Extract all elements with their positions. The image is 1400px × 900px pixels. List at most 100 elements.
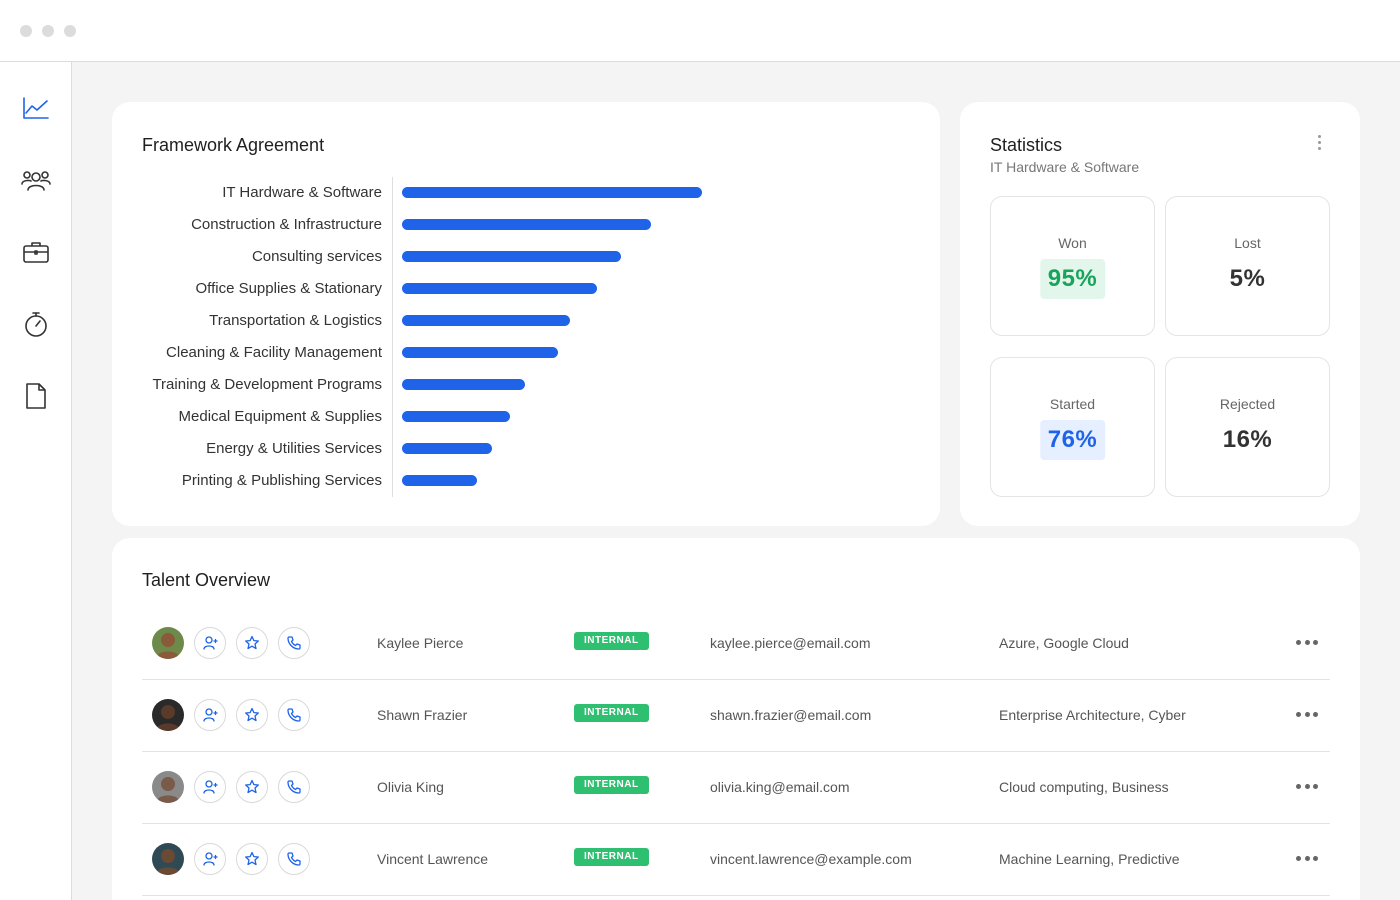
talent-skills: Enterprise Architecture, Cyber [999, 707, 1186, 723]
stat-box-started: Started 76% [990, 357, 1155, 497]
phone-icon [286, 635, 302, 651]
framework-agreement-card: Framework Agreement IT Hardware & Softwa… [112, 102, 940, 526]
bar-label: Training & Development Programs [152, 376, 382, 393]
talent-email[interactable]: olivia.king@email.com [710, 779, 850, 795]
status-badge: INTERNAL [574, 704, 649, 722]
phone-icon [286, 851, 302, 867]
phone-icon [286, 707, 302, 723]
stat-box-won: Won 95% [990, 196, 1155, 336]
stat-label: Rejected [1219, 396, 1276, 412]
stat-box-rejected: Rejected 16% [1165, 357, 1330, 497]
star-button[interactable] [236, 699, 268, 731]
star-icon [244, 635, 260, 651]
bar-label: IT Hardware & Software [222, 184, 382, 201]
talent-email[interactable]: kaylee.pierce@email.com [710, 635, 871, 651]
bar[interactable] [402, 315, 570, 326]
talent-overview-card: Talent Overview Kaylee Pierce INTERNAL kay… [112, 538, 1360, 900]
window-dot-maximize[interactable] [64, 25, 76, 37]
document-icon[interactable] [20, 380, 52, 412]
bar[interactable] [402, 219, 651, 230]
bar-label: Printing & Publishing Services [181, 472, 382, 489]
window-titlebar [0, 0, 1400, 62]
phone-button[interactable] [278, 771, 310, 803]
user-add-icon [202, 635, 218, 651]
talent-email[interactable]: shawn.frazier@email.com [710, 707, 872, 723]
phone-button[interactable] [278, 627, 310, 659]
bar-label: Construction & Infrastructure [191, 216, 382, 233]
talent-name[interactable]: Kaylee Pierce [377, 635, 464, 651]
talent-email[interactable]: vincent.lawrence@example.com [710, 851, 912, 867]
stat-value: 95% [1039, 259, 1106, 299]
user-add-icon [202, 779, 218, 795]
window-dot-minimize[interactable] [42, 25, 54, 37]
star-button[interactable] [236, 771, 268, 803]
table-row[interactable]: Olivia King INTERNAL olivia.king@email.com… [142, 752, 1330, 824]
stat-value: 16% [1222, 426, 1273, 453]
bar[interactable] [402, 379, 525, 390]
avatar[interactable] [152, 843, 184, 875]
briefcase-icon[interactable] [20, 236, 52, 268]
user-add-button[interactable] [194, 627, 226, 659]
statistics-menu-icon[interactable] [1316, 135, 1322, 153]
chart-axis-line [392, 177, 393, 497]
bar[interactable] [402, 475, 477, 486]
window-dot-close[interactable] [20, 25, 32, 37]
avatar[interactable] [152, 699, 184, 731]
avatar[interactable] [152, 627, 184, 659]
table-row[interactable]: Shawn Frazier INTERNAL shawn.frazier@email… [142, 680, 1330, 752]
talent-skills: Machine Learning, Predictive [999, 851, 1180, 867]
more-options-icon[interactable] [1296, 638, 1318, 646]
bar[interactable] [402, 187, 702, 198]
more-options-icon[interactable] [1296, 710, 1318, 718]
avatar[interactable] [152, 771, 184, 803]
statistics-subtitle: IT Hardware & Software [990, 159, 1140, 175]
bar[interactable] [402, 283, 597, 294]
star-icon [244, 851, 260, 867]
stat-value: 76% [1039, 420, 1106, 460]
bar[interactable] [402, 443, 492, 454]
star-icon [244, 707, 260, 723]
bar[interactable] [402, 411, 510, 422]
statistics-title: Statistics [990, 135, 1063, 155]
bar-label: Office Supplies & Stationary [195, 280, 383, 297]
talent-name[interactable]: Vincent Lawrence [377, 851, 489, 867]
status-badge: INTERNAL [574, 632, 649, 650]
user-add-icon [202, 851, 218, 867]
user-add-icon [202, 707, 218, 723]
phone-icon [286, 779, 302, 795]
bar-label: Cleaning & Facility Management [166, 344, 382, 361]
user-add-button[interactable] [194, 699, 226, 731]
star-button[interactable] [236, 843, 268, 875]
bar-label: Transportation & Logistics [209, 312, 382, 329]
talent-name[interactable]: Shawn Frazier [377, 707, 468, 723]
star-button[interactable] [236, 627, 268, 659]
sidebar [0, 62, 72, 900]
phone-button[interactable] [278, 843, 310, 875]
bar-label: Medical Equipment & Supplies [178, 408, 382, 425]
user-add-button[interactable] [194, 843, 226, 875]
more-options-icon[interactable] [1296, 782, 1318, 790]
users-icon[interactable] [20, 164, 52, 196]
talent-skills: Azure, Google Cloud [999, 635, 1129, 651]
more-options-icon[interactable] [1296, 854, 1318, 862]
user-add-button[interactable] [194, 771, 226, 803]
talent-name[interactable]: Olivia King [377, 779, 444, 795]
bar[interactable] [402, 347, 558, 358]
stat-box-lost: Lost 5% [1165, 196, 1330, 336]
phone-button[interactable] [278, 699, 310, 731]
stat-label: Lost [1234, 235, 1261, 251]
framework-title: Framework Agreement [142, 135, 325, 155]
bar-label: Energy & Utilities Services [206, 440, 382, 457]
stat-label: Won [1058, 235, 1087, 251]
table-row[interactable]: Vincent Lawrence INTERNAL vincent.lawrence… [142, 824, 1330, 896]
status-badge: INTERNAL [574, 848, 649, 866]
star-icon [244, 779, 260, 795]
chart-line-icon[interactable] [20, 92, 52, 124]
bar[interactable] [402, 251, 621, 262]
talent-title: Talent Overview [142, 570, 271, 590]
stat-value: 5% [1229, 265, 1266, 292]
status-badge: INTERNAL [574, 776, 649, 794]
statistics-card: Statistics IT Hardware & Software Won 95… [960, 102, 1360, 526]
stopwatch-icon[interactable] [20, 308, 52, 340]
table-row[interactable]: Kaylee Pierce INTERNAL kaylee.pierce@email… [142, 608, 1330, 680]
